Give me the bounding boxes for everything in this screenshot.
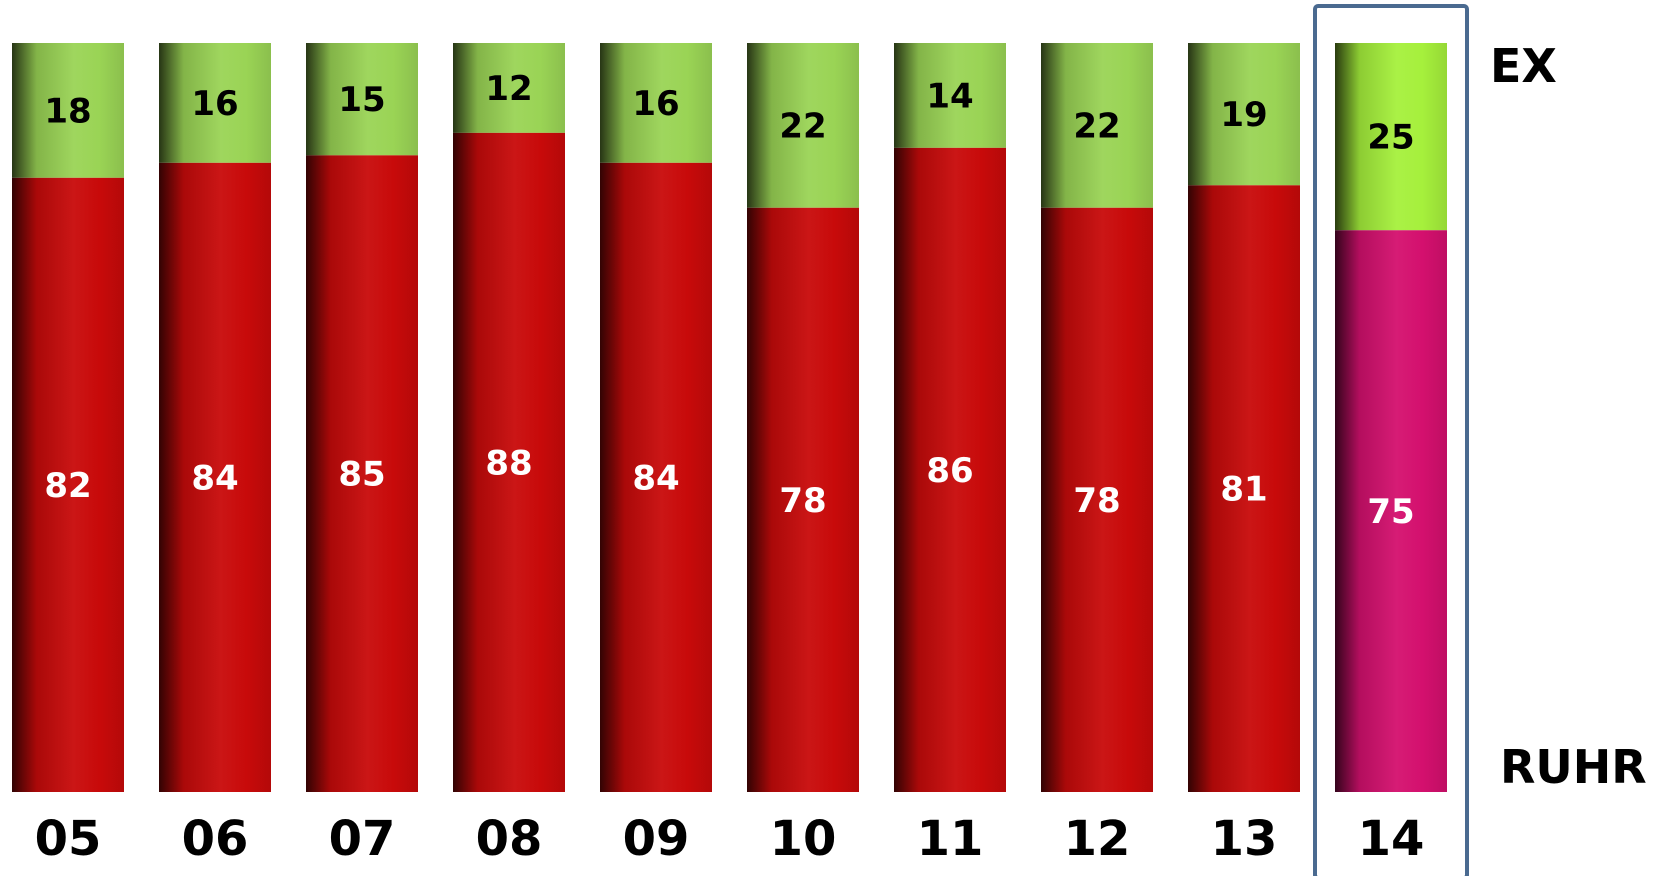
data-label-ruhr-09: 84 xyxy=(632,458,679,498)
bar-segment-ex-05 xyxy=(12,43,124,178)
category-label-06: 06 xyxy=(182,811,249,867)
bar-segment-ruhr-09 xyxy=(600,162,712,793)
bar-segment-ex-06 xyxy=(159,43,271,163)
category-label-12: 12 xyxy=(1064,811,1131,867)
category-label-10: 10 xyxy=(770,811,837,867)
category-label-09: 09 xyxy=(623,811,690,867)
category-label-05: 05 xyxy=(35,811,102,867)
data-label-ruhr-11: 86 xyxy=(926,451,973,491)
bar-segment-ex-13 xyxy=(1188,43,1300,186)
bar-segment-ex-11 xyxy=(894,43,1006,148)
bar-segment-ruhr-10 xyxy=(747,207,859,792)
data-label-ex-13: 19 xyxy=(1220,95,1267,135)
data-label-ruhr-13: 81 xyxy=(1220,470,1267,510)
series-label-ruhr: RUHR xyxy=(1500,740,1647,794)
bars-layer xyxy=(12,43,1447,793)
data-label-ruhr-08: 88 xyxy=(485,443,532,483)
bar-segment-ruhr-13 xyxy=(1188,185,1300,792)
data-label-ruhr-14: 75 xyxy=(1367,492,1414,532)
data-label-ex-06: 16 xyxy=(191,84,238,124)
category-label-08: 08 xyxy=(476,811,543,867)
data-label-ex-05: 18 xyxy=(44,91,91,131)
bar-segment-ex-10 xyxy=(747,43,859,208)
data-label-ex-11: 14 xyxy=(926,76,973,116)
labels-layer: 18 82 05 16 84 06 15 85 07 12 88 08 16 84 09 22 78 10 14 86… xyxy=(35,69,1425,867)
bar-segment-ex-09 xyxy=(600,43,712,163)
data-label-ruhr-07: 85 xyxy=(338,455,385,495)
bar-segment-ruhr-07 xyxy=(306,155,418,793)
data-label-ex-12: 22 xyxy=(1073,106,1120,146)
bar-segment-ex-08 xyxy=(453,43,565,133)
series-label-ex: EX xyxy=(1490,39,1557,93)
bar-segment-ruhr-06 xyxy=(159,162,271,793)
data-label-ex-10: 22 xyxy=(779,106,826,146)
data-label-ex-08: 12 xyxy=(485,69,532,109)
category-label-14: 14 xyxy=(1358,811,1425,867)
data-label-ruhr-12: 78 xyxy=(1073,481,1120,521)
data-label-ruhr-10: 78 xyxy=(779,481,826,521)
highlight-frame xyxy=(1313,4,1469,876)
bar-segment-ruhr-11 xyxy=(894,147,1006,793)
bar-segment-ruhr-08 xyxy=(453,132,565,792)
category-label-11: 11 xyxy=(917,811,984,867)
data-label-ex-09: 16 xyxy=(632,84,679,124)
data-label-ex-07: 15 xyxy=(338,80,385,120)
data-label-ruhr-05: 82 xyxy=(44,466,91,506)
bar-segment-ruhr-14 xyxy=(1335,230,1447,792)
bar-segment-ruhr-12 xyxy=(1041,207,1153,792)
category-label-13: 13 xyxy=(1211,811,1278,867)
data-label-ex-14: 25 xyxy=(1367,118,1414,158)
bar-segment-ex-14 xyxy=(1335,43,1447,231)
bar-segment-ex-07 xyxy=(306,43,418,156)
bar-segment-ruhr-05 xyxy=(12,177,124,792)
bar-segment-ex-12 xyxy=(1041,43,1153,208)
data-label-ruhr-06: 84 xyxy=(191,458,238,498)
category-label-07: 07 xyxy=(329,811,396,867)
